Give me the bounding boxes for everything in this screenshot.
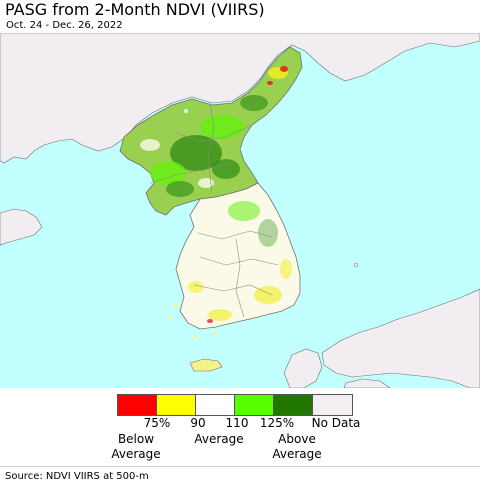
nk-green-patch <box>166 181 194 197</box>
legend-tick-125: 125% <box>259 416 295 430</box>
nk-green-patch <box>200 115 244 139</box>
japan-honshu <box>321 288 480 388</box>
shandong-peninsula <box>0 208 43 246</box>
sk-green-patch <box>228 201 260 221</box>
map-title: PASG from 2-Month NDVI (VIIRS) <box>5 0 265 19</box>
japan-shikoku <box>343 378 391 388</box>
nk-green-patch <box>240 95 268 111</box>
sk-yellow-patch <box>188 281 204 293</box>
legend-swatch-white <box>196 395 235 415</box>
mainland-china <box>0 33 480 164</box>
footer-divider <box>0 466 480 467</box>
legend-tick-75: 75% <box>143 416 171 430</box>
jeju-island <box>189 358 223 372</box>
coast-island <box>212 331 216 335</box>
legend-swatch-no-data <box>313 395 352 415</box>
legend-above-average: Above Average <box>272 432 321 462</box>
province-boundary <box>149 102 253 194</box>
nk-red-patch <box>267 81 273 85</box>
reservoir <box>244 143 248 147</box>
legend-above-line1: Above <box>278 432 316 446</box>
legend-swatch-dark-green <box>274 395 313 415</box>
legend-below-line2: Average <box>111 447 161 461</box>
legend-color-bar <box>117 394 353 416</box>
sk-red-patch <box>207 319 213 323</box>
legend-swatch-yellow <box>157 395 196 415</box>
legend-average-label: Average <box>194 432 244 446</box>
ndvi-map <box>0 33 480 388</box>
source-credit: Source: NDVI VIIRS at 500-m <box>5 471 149 482</box>
legend-tick-110: 110 <box>225 416 249 430</box>
legend-average: Average <box>194 432 243 447</box>
sk-yellow-patch <box>280 259 292 279</box>
sk-green-patch <box>258 219 278 247</box>
legend-swatch-red <box>118 395 157 415</box>
ulleung-island <box>353 262 359 268</box>
sk-yellow-patch <box>208 309 232 321</box>
nk-green-patch <box>212 159 240 179</box>
nk-white-patch <box>198 178 214 188</box>
nk-green-patch <box>170 135 222 171</box>
coast-island <box>174 303 178 307</box>
legend-tick-90: 90 <box>190 416 206 430</box>
legend-below-average: Below Average <box>111 432 160 462</box>
legend-below-line1: Below <box>117 432 155 446</box>
province-boundary <box>193 230 279 318</box>
japan-kyushu <box>283 348 323 388</box>
reservoir <box>184 109 188 113</box>
legend-above-line2: Average <box>272 447 322 461</box>
legend-swatch-bright-green <box>235 395 274 415</box>
sk-yellow-patch <box>254 286 282 304</box>
coast-island <box>194 335 198 339</box>
nk-red-patch <box>280 66 288 72</box>
date-range: Oct. 24 - Dec. 26, 2022 <box>6 20 123 31</box>
nk-white-patch <box>140 139 160 151</box>
legend-no-data-label: No Data <box>311 416 361 430</box>
nk-green-patch <box>150 161 186 185</box>
coast-island <box>168 315 172 319</box>
